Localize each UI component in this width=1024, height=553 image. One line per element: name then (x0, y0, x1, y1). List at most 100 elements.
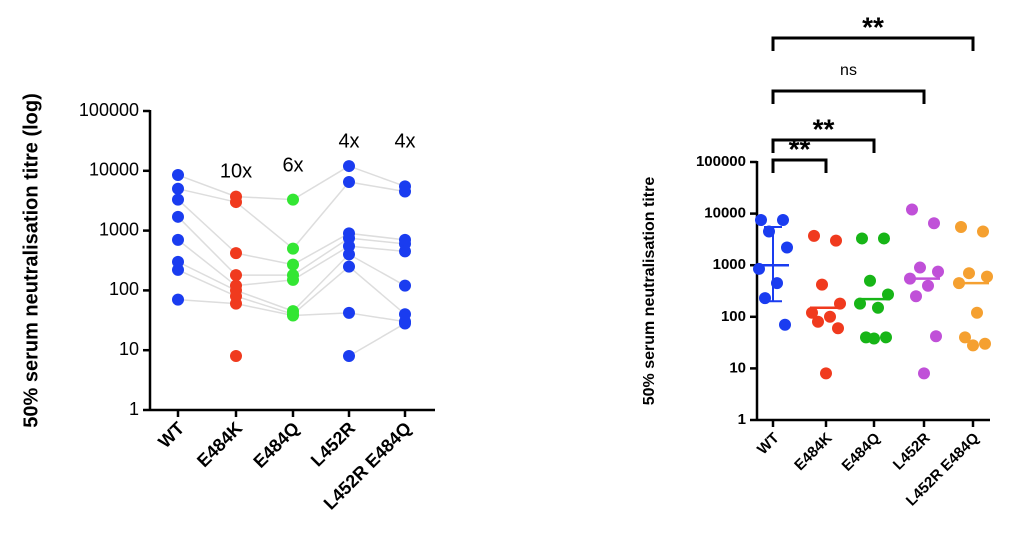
data-point (172, 169, 184, 182)
y-tick-label: 10 (119, 339, 139, 359)
data-point (963, 267, 975, 280)
data-point (832, 322, 844, 335)
data-point (967, 339, 979, 352)
y-tick-label: 1000 (99, 219, 139, 239)
y-tick-label: 100 (721, 308, 746, 325)
pair-line (177, 239, 237, 287)
pair-line (235, 295, 294, 315)
data-point (287, 242, 299, 255)
significance-label: ns (840, 62, 857, 79)
x-tick-label: E484Q (839, 429, 884, 474)
data-point (930, 330, 942, 343)
data-point (781, 241, 793, 254)
data-point (230, 269, 242, 282)
data-point (878, 232, 890, 245)
significance-label: ** (813, 113, 835, 144)
pair-line (292, 253, 350, 312)
pair-line (348, 312, 406, 323)
data-point (824, 310, 836, 323)
pair-line (177, 188, 237, 203)
pair-line (235, 279, 294, 287)
x-tick-label: E484K (791, 430, 836, 475)
fold-annotation: 10x (220, 160, 252, 182)
pair-line (177, 199, 237, 254)
data-point (230, 297, 242, 310)
data-point (759, 292, 771, 305)
pair-line (292, 181, 350, 250)
data-point (343, 260, 355, 273)
data-point (399, 245, 411, 258)
data-point (880, 331, 892, 344)
y-tick-label: 1 (738, 411, 746, 428)
data-point (932, 265, 944, 278)
data-point (971, 306, 983, 319)
pair-line (348, 165, 406, 188)
x-tick-label: L452R (890, 430, 934, 474)
data-point (172, 233, 184, 246)
significance-bracket (771, 89, 926, 104)
pair-line (348, 181, 406, 193)
significance-label: ** (862, 11, 884, 42)
data-point (343, 175, 355, 188)
data-point (343, 306, 355, 319)
significance-bracket (771, 36, 975, 51)
data-point (979, 337, 991, 350)
data-point (918, 367, 930, 380)
data-point (287, 193, 299, 206)
fold-annotation: 4x (338, 130, 359, 152)
data-point (816, 278, 828, 291)
data-point (172, 263, 184, 276)
data-point (172, 210, 184, 223)
pair-line (348, 232, 406, 241)
data-point (399, 185, 411, 198)
pair-line (235, 289, 294, 312)
data-point (981, 270, 993, 283)
x-tick-label: E484K (193, 418, 246, 471)
pair-line (235, 201, 294, 250)
pair-line (348, 322, 406, 357)
data-point (230, 196, 242, 209)
y-axis-label: 50% serum neutralisation titre (log) (20, 93, 42, 428)
data-point (959, 331, 971, 344)
pair-line (292, 165, 350, 201)
data-point (812, 315, 824, 328)
pair-line (235, 302, 294, 317)
pair-line (348, 245, 406, 253)
data-point (287, 309, 299, 322)
data-point (872, 301, 884, 314)
pair-line (235, 252, 294, 266)
significance-label: ** (789, 133, 811, 164)
data-point (854, 297, 866, 310)
x-tick-label: WT (754, 430, 783, 459)
y-tick-label: 10000 (704, 205, 746, 222)
y-tick-label: 100000 (79, 100, 139, 120)
pair-line (348, 266, 406, 315)
data-point (977, 225, 989, 238)
pair-line (177, 216, 237, 276)
data-point (755, 214, 767, 227)
data-point (910, 290, 922, 303)
data-point (343, 349, 355, 362)
data-point (172, 293, 184, 306)
data-point (172, 193, 184, 206)
data-point (343, 248, 355, 261)
pair-line (177, 298, 237, 305)
data-point (820, 367, 832, 380)
data-point (856, 232, 868, 245)
y-tick-label: 10000 (89, 160, 139, 180)
data-point (287, 258, 299, 271)
y-tick-label: 1 (129, 399, 139, 419)
y-tick-label: 1000 (713, 256, 746, 273)
significance-bracket (771, 158, 828, 173)
data-point (399, 317, 411, 330)
pair-line (292, 237, 350, 276)
y-tick-label: 100000 (696, 153, 746, 170)
pair-line (292, 245, 350, 281)
data-point (830, 234, 842, 247)
data-point (779, 318, 791, 331)
data-point (868, 332, 880, 345)
pair-line (292, 312, 350, 317)
data-point (343, 160, 355, 173)
y-tick-label: 10 (729, 359, 746, 376)
